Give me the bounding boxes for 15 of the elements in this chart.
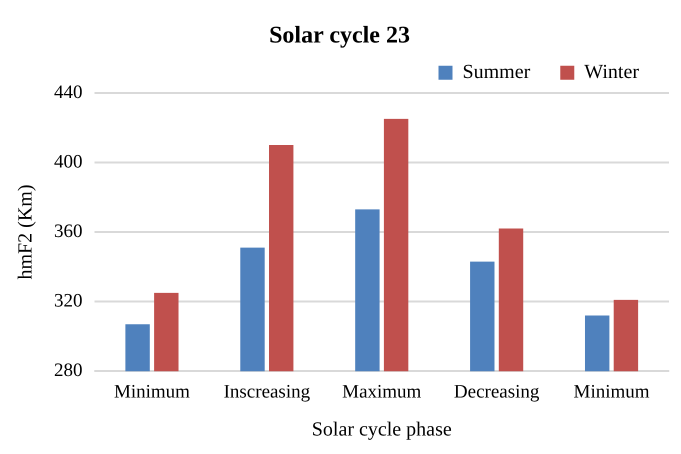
y-axis-title: hmF2 (Km) <box>14 184 36 280</box>
x-axis-title: Solar cycle phase <box>312 418 452 440</box>
y-tick-label: 280 <box>54 360 82 382</box>
y-tick-label: 360 <box>54 220 82 242</box>
y-tick-label: 400 <box>54 151 82 172</box>
x-tick-label: Minimum <box>114 382 190 403</box>
x-tick-label: Inscreasing <box>224 382 311 403</box>
chart-title: Solar cycle 23 <box>269 22 410 49</box>
legend-label: Winter <box>584 61 640 84</box>
x-tick-label: Minimum <box>574 382 650 403</box>
y-tick-label: 320 <box>54 290 82 312</box>
y-tick-label: 440 <box>54 82 82 103</box>
x-tick-label: Maximum <box>342 382 422 403</box>
legend-label: Summer <box>462 61 531 84</box>
x-tick-label: Decreasing <box>454 382 540 403</box>
